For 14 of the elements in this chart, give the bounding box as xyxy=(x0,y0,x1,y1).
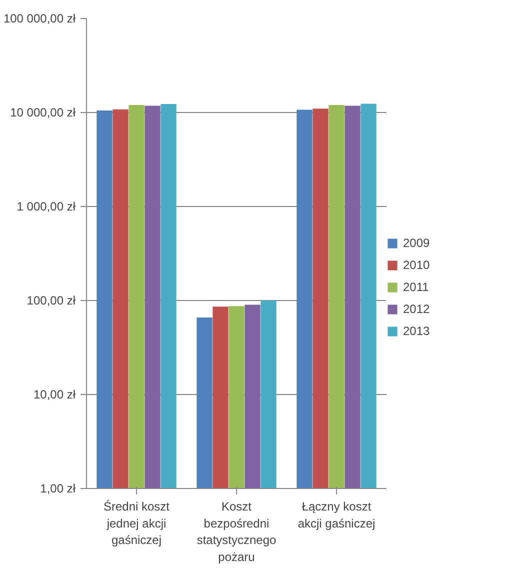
x-tick-label: Średni koszt jednej akcji gaśniczej xyxy=(103,500,170,548)
y-tick-label: 1,00 zł xyxy=(40,482,76,496)
x-tick-label: Łączny koszt akcji gaśniczej xyxy=(298,500,376,530)
legend-label: 2012 xyxy=(403,302,430,316)
legend-label: 2009 xyxy=(403,236,430,250)
legend-label: 2010 xyxy=(403,258,430,272)
legend-label: 2013 xyxy=(403,324,430,338)
legend-label: 2011 xyxy=(403,280,429,294)
y-tick-label: 100,00 zł xyxy=(26,294,76,308)
y-tick-label: 1 000,00 zł xyxy=(16,200,76,214)
y-tick-label: 10,00 zł xyxy=(33,388,76,402)
y-tick-label: 100 000,00 zł xyxy=(3,12,76,26)
x-tick-label: Koszt bezpośredni statystycznego pożaru xyxy=(196,500,277,564)
y-tick-label: 10 000,00 zł xyxy=(10,106,76,120)
